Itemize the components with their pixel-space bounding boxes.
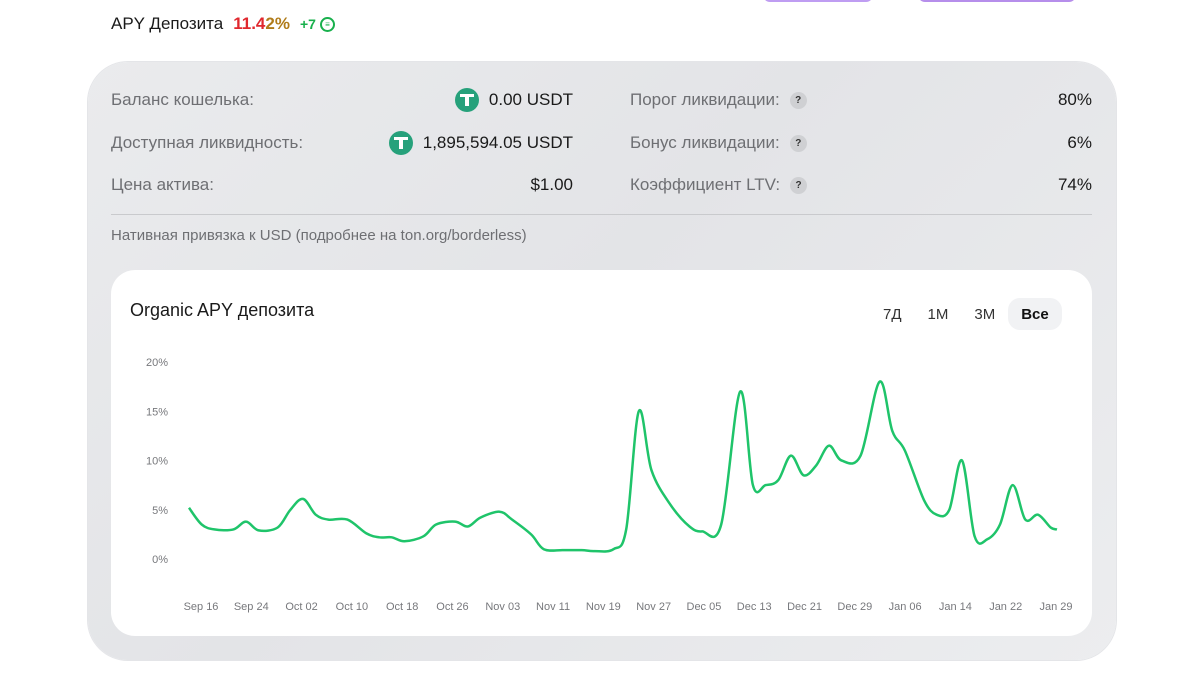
apy-line-chart: 0% 5% 10% 15% 20% Sep 16 Sep 24 Oct 02 Oct 10 Oct… <box>146 357 1073 613</box>
stat-value-text: 0.00 USDT <box>488 90 573 109</box>
stat-label: Бонус ликвидации:? <box>630 133 807 153</box>
apy-value-tail: 2% <box>265 14 290 33</box>
stat-row-liquidation-bonus: Бонус ликвидации:? 6% <box>630 129 1092 157</box>
y-tick-label: 15% <box>146 406 168 418</box>
x-tick-label: Dec 21 <box>787 601 822 613</box>
stat-label: Коэффициент LTV:? <box>630 175 808 195</box>
apy-value: 11.42% <box>233 14 290 34</box>
stat-value: 0.00 USDT <box>454 88 573 112</box>
help-icon[interactable]: ? <box>789 91 807 109</box>
x-tick-label: Jan 14 <box>939 601 972 613</box>
x-tick-label: Oct 26 <box>436 601 468 613</box>
apy-header: APY Депозита 11.42% +7 ≡ <box>111 14 335 34</box>
x-tick-label: Dec 13 <box>737 601 772 613</box>
stat-value: 74% <box>1057 175 1092 194</box>
usdt-icon <box>454 88 479 112</box>
y-tick-label: 10% <box>146 456 168 468</box>
x-tick-label: Jan 06 <box>889 601 922 613</box>
stat-value: 1,895,594.05 USDT <box>388 131 573 155</box>
stat-row-asset-price: Цена актива: $1.00 <box>111 171 573 199</box>
x-tick-label: Oct 02 <box>285 601 317 613</box>
apy-series-line <box>187 380 1058 553</box>
x-tick-label: Dec 05 <box>687 601 722 613</box>
chart-title: Organic APY депозита <box>130 300 315 320</box>
stat-label: Доступная ликвидность: <box>111 133 304 152</box>
x-tick-label: Sep 16 <box>184 601 219 613</box>
x-tick-label: Jan 29 <box>1039 601 1072 613</box>
stat-row-available-liquidity: Доступная ликвидность: 1,895,594.05 USDT <box>111 129 573 157</box>
y-tick-label: 0% <box>152 554 168 566</box>
y-tick-label: 5% <box>152 505 168 517</box>
top-action-pill[interactable] <box>918 0 1076 2</box>
stat-label-text: Коэффициент LTV: <box>630 175 781 194</box>
peg-note: Нативная привязка к USD (подробнее на to… <box>111 227 527 244</box>
stat-label-text: Бонус ликвидации: <box>630 133 780 152</box>
x-tick-label: Oct 10 <box>336 601 368 613</box>
stat-row-wallet-balance: Баланс кошелька: 0.00 USDT <box>111 86 573 114</box>
range-tab-all[interactable]: Все <box>1008 298 1062 330</box>
x-tick-label: Dec 29 <box>837 601 872 613</box>
help-icon[interactable]: ? <box>790 176 808 194</box>
divider <box>111 214 1092 215</box>
range-tab-7d[interactable]: 7Д <box>883 305 902 323</box>
reward-coin-icon: ≡ <box>319 16 335 32</box>
x-tick-label: Nov 03 <box>485 601 520 613</box>
y-tick-label: 20% <box>146 357 168 369</box>
stat-value-text: 1,895,594.05 USDT <box>422 133 573 152</box>
chart-card <box>111 270 1092 636</box>
stat-row-ltv: Коэффициент LTV:? 74% <box>630 171 1092 199</box>
stat-label-text: Порог ликвидации: <box>630 90 780 109</box>
x-tick-label: Oct 18 <box>386 601 418 613</box>
x-tick-label: Nov 19 <box>586 601 621 613</box>
stat-value: 80% <box>1057 90 1092 109</box>
apy-title: APY Депозита <box>111 14 224 33</box>
stat-value: $1.00 <box>530 175 573 194</box>
x-tick-label: Jan 22 <box>989 601 1022 613</box>
range-tab-3m[interactable]: 3М <box>974 305 996 323</box>
x-tick-label: Sep 24 <box>234 601 269 613</box>
usdt-icon <box>388 131 413 155</box>
stat-value: 6% <box>1067 133 1092 152</box>
apy-value-main: 11.4 <box>233 14 266 33</box>
stat-row-liquidation-threshold: Порог ликвидации:? 80% <box>630 86 1092 114</box>
apy-bonus-value: +7 <box>299 16 316 32</box>
range-tab-1m[interactable]: 1М <box>927 305 949 323</box>
x-tick-label: Nov 27 <box>636 601 671 613</box>
stat-label: Цена актива: <box>111 175 214 194</box>
apy-bonus: +7 ≡ <box>300 16 335 32</box>
help-icon[interactable]: ? <box>789 134 807 152</box>
x-tick-label: Nov 11 <box>536 601 570 613</box>
stat-label: Баланс кошелька: <box>111 90 254 109</box>
stat-label: Порог ликвидации:? <box>630 90 807 110</box>
top-action-pill[interactable] <box>763 0 873 2</box>
range-tabs: 7Д 1М 3М Все <box>870 298 1062 330</box>
